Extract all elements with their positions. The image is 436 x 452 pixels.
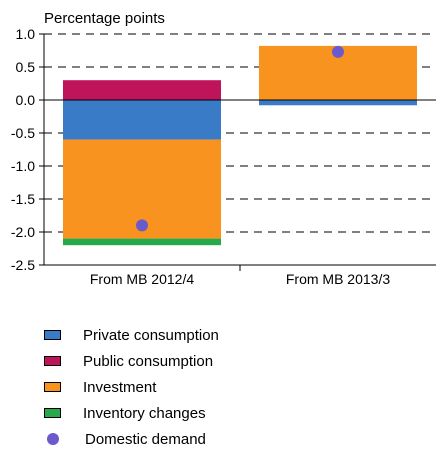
domestic-demand-marker xyxy=(332,45,344,58)
y-tick-labels: 1.0 0.5 0.0 -0.5 -1.0 -1.5 -2.0 -2.5 xyxy=(11,26,35,273)
x-category-label: From MB 2012/4 xyxy=(90,271,194,287)
y-axis-title: Percentage points xyxy=(44,10,165,27)
legend-label: Investment xyxy=(83,378,157,396)
y-tick-label: 1.0 xyxy=(16,26,36,42)
y-tick-label: -1.0 xyxy=(11,158,35,174)
legend-label: Domestic demand xyxy=(85,430,206,448)
legend-item-private-consumption: Private consumption xyxy=(44,322,219,348)
domestic-demand-markers xyxy=(136,45,344,232)
legend-swatch-private-consumption xyxy=(44,330,61,340)
bar-segment-private-consumption xyxy=(63,100,221,140)
legend-item-domestic-demand: Domestic demand xyxy=(44,426,219,452)
legend-dot-domestic-demand xyxy=(47,433,59,445)
x-category-label: From MB 2013/3 xyxy=(286,271,390,287)
legend-label: Inventory changes xyxy=(83,404,206,422)
bar-segment-inventory-changes xyxy=(63,238,221,246)
domestic-demand-marker xyxy=(136,219,148,232)
legend: Private consumption Public consumption I… xyxy=(44,322,219,452)
y-tick-label: -2.0 xyxy=(11,224,35,240)
x-category-labels: From MB 2012/4 From MB 2013/3 xyxy=(90,271,390,287)
y-tick-label: -0.5 xyxy=(11,125,35,141)
legend-item-inventory-changes: Inventory changes xyxy=(44,400,219,426)
legend-label: Public consumption xyxy=(83,352,214,370)
y-tick-label: -2.5 xyxy=(11,257,35,273)
legend-swatch-public-consumption xyxy=(44,356,61,366)
legend-item-investment: Investment xyxy=(44,374,219,400)
bars xyxy=(63,45,417,246)
y-tick-label: -1.5 xyxy=(11,191,35,207)
chart: Percentage points 1.0 0.5 0.0 -0.5 -1.0 -1.5 -… xyxy=(11,10,436,287)
bar-segment-public-consumption xyxy=(63,80,221,100)
y-tick-label: 0.5 xyxy=(16,59,36,75)
legend-item-public-consumption: Public consumption xyxy=(44,348,219,374)
legend-label: Private consumption xyxy=(83,326,219,344)
bar-segment-private-consumption xyxy=(259,100,417,106)
legend-swatch-inventory-changes xyxy=(44,408,61,418)
axes xyxy=(39,33,436,271)
y-tick-label: 0.0 xyxy=(16,92,36,108)
legend-swatch-investment xyxy=(44,382,61,392)
